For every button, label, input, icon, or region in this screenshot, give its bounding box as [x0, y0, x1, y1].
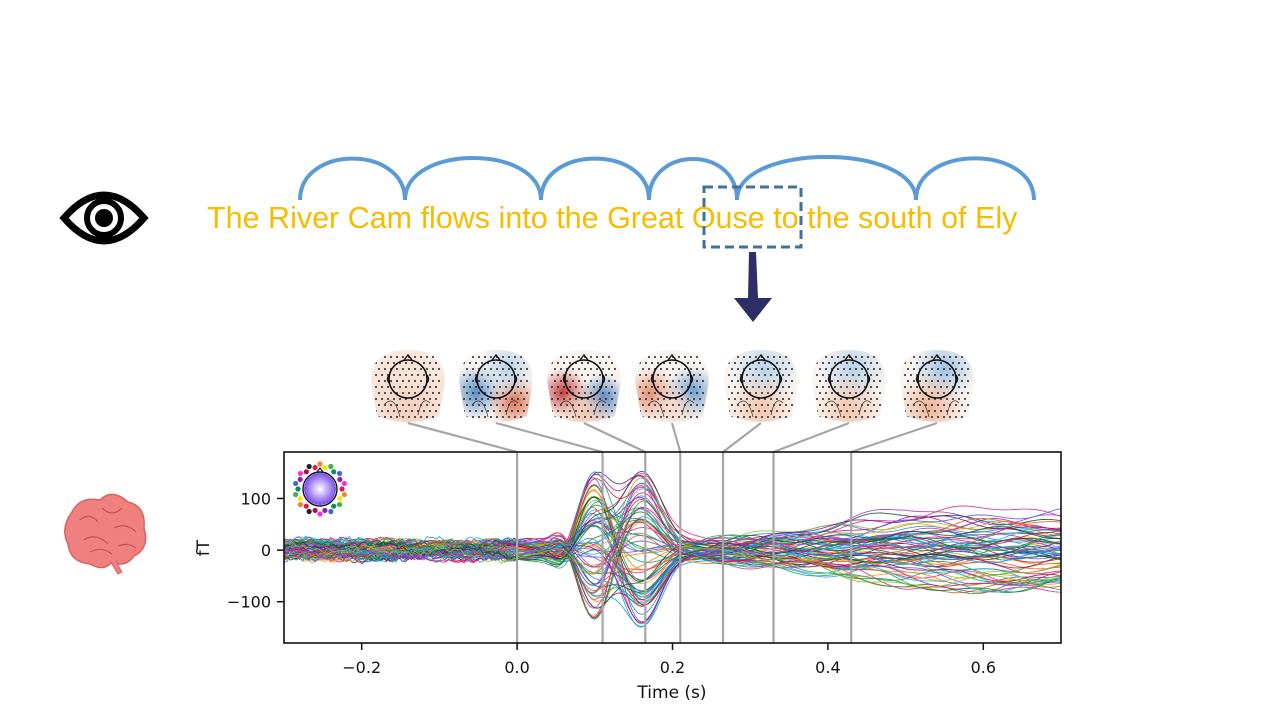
sentence-word: Ouse	[683, 201, 764, 235]
sensor-trace	[283, 508, 1062, 593]
topomap	[812, 350, 886, 422]
dependency-arc	[914, 156, 1036, 201]
sentence-word: River	[260, 201, 340, 235]
topomap-connector	[583, 422, 646, 453]
sentence-word: of	[933, 201, 967, 235]
x-axis-ticks: −0.2 0.0 0.2 0.4 0.6	[342, 643, 996, 677]
y-tick-label: −100	[227, 593, 271, 612]
head-nose	[491, 353, 501, 361]
dependency-arc	[539, 156, 651, 201]
topomap-connectors	[407, 421, 938, 454]
y-tick-label: 0	[261, 541, 271, 560]
topomap	[371, 350, 445, 422]
sentence-word: The	[207, 201, 260, 235]
head-nose	[667, 353, 677, 361]
sensor-trace	[283, 533, 1062, 601]
sensor-trace	[283, 536, 1062, 604]
topomap	[547, 350, 621, 422]
sensor-trace	[283, 511, 1062, 561]
down-arrow-icon	[734, 252, 772, 322]
head-outline	[741, 359, 781, 399]
head-outline	[476, 359, 516, 399]
x-tick-label: 0.6	[971, 658, 996, 677]
stimulus-sentence: The River Cam flows into the Great Ouse …	[207, 201, 1018, 235]
sentence-word: the	[799, 201, 850, 235]
sensor-trace	[283, 470, 1062, 560]
eye-icon	[59, 191, 149, 245]
head-nose	[844, 353, 854, 361]
dependency-arcs	[298, 154, 1036, 201]
sentence-word: to	[765, 201, 799, 235]
sentence-word: Cam	[339, 201, 412, 235]
head-outline	[564, 359, 604, 399]
x-tick-label: −0.2	[342, 658, 381, 677]
sentence-word: the	[548, 201, 599, 235]
topomap-connector	[495, 421, 603, 454]
sensor-trace	[283, 501, 1062, 569]
sensor-trace	[283, 534, 1061, 609]
sensor-trace	[283, 521, 1062, 587]
topomap-connector	[670, 422, 682, 453]
y-axis-ticks: 100 0 −100	[227, 489, 284, 612]
highlight-box	[702, 185, 803, 249]
topomap-connector	[850, 421, 938, 454]
head-nose	[756, 353, 766, 361]
topomap-connector	[407, 421, 518, 454]
head-outline	[829, 359, 869, 399]
topomap	[459, 350, 533, 422]
x-tick-label: 0.0	[504, 658, 529, 677]
sentence-word: south	[850, 201, 933, 235]
topomap	[900, 350, 974, 422]
sensor-traces	[283, 470, 1062, 628]
sentence-word: flows	[412, 201, 490, 235]
x-axis-label: Time (s)	[636, 683, 706, 703]
sensor-trace	[283, 518, 1062, 619]
topomap-connector	[722, 422, 762, 453]
sentence-word: Ely	[967, 201, 1019, 235]
sensor-color-legend-icon	[293, 461, 347, 517]
head-nose	[579, 353, 589, 361]
head-outline	[652, 359, 692, 399]
brain-icon	[64, 493, 147, 575]
y-tick-label: 100	[240, 489, 271, 508]
head-outline	[388, 359, 428, 399]
dependency-arc	[647, 157, 739, 201]
meg-evoked-chart: −0.2 0.0 0.2 0.4 0.6 100 0 −100 Time (s) fT	[194, 451, 1062, 703]
sensor-trace	[283, 521, 1062, 560]
topomap	[635, 350, 709, 422]
sensor-trace	[283, 539, 1062, 593]
head-nose	[403, 353, 413, 361]
sensor-trace	[283, 477, 1062, 587]
y-axis-label: fT	[194, 539, 214, 556]
topomap	[724, 350, 798, 422]
time-markers	[515, 452, 853, 643]
sentence-word: Great	[599, 201, 684, 235]
topomap-row	[371, 350, 974, 422]
topomap-connector	[773, 421, 850, 454]
head-nose	[932, 353, 942, 361]
x-tick-label: 0.2	[660, 658, 685, 677]
x-tick-label: 0.4	[815, 658, 840, 677]
dependency-arc	[735, 154, 918, 201]
dependency-arc	[403, 155, 543, 201]
head-outline	[917, 359, 957, 399]
dependency-arc	[298, 156, 407, 201]
sentence-word: into	[490, 201, 548, 235]
